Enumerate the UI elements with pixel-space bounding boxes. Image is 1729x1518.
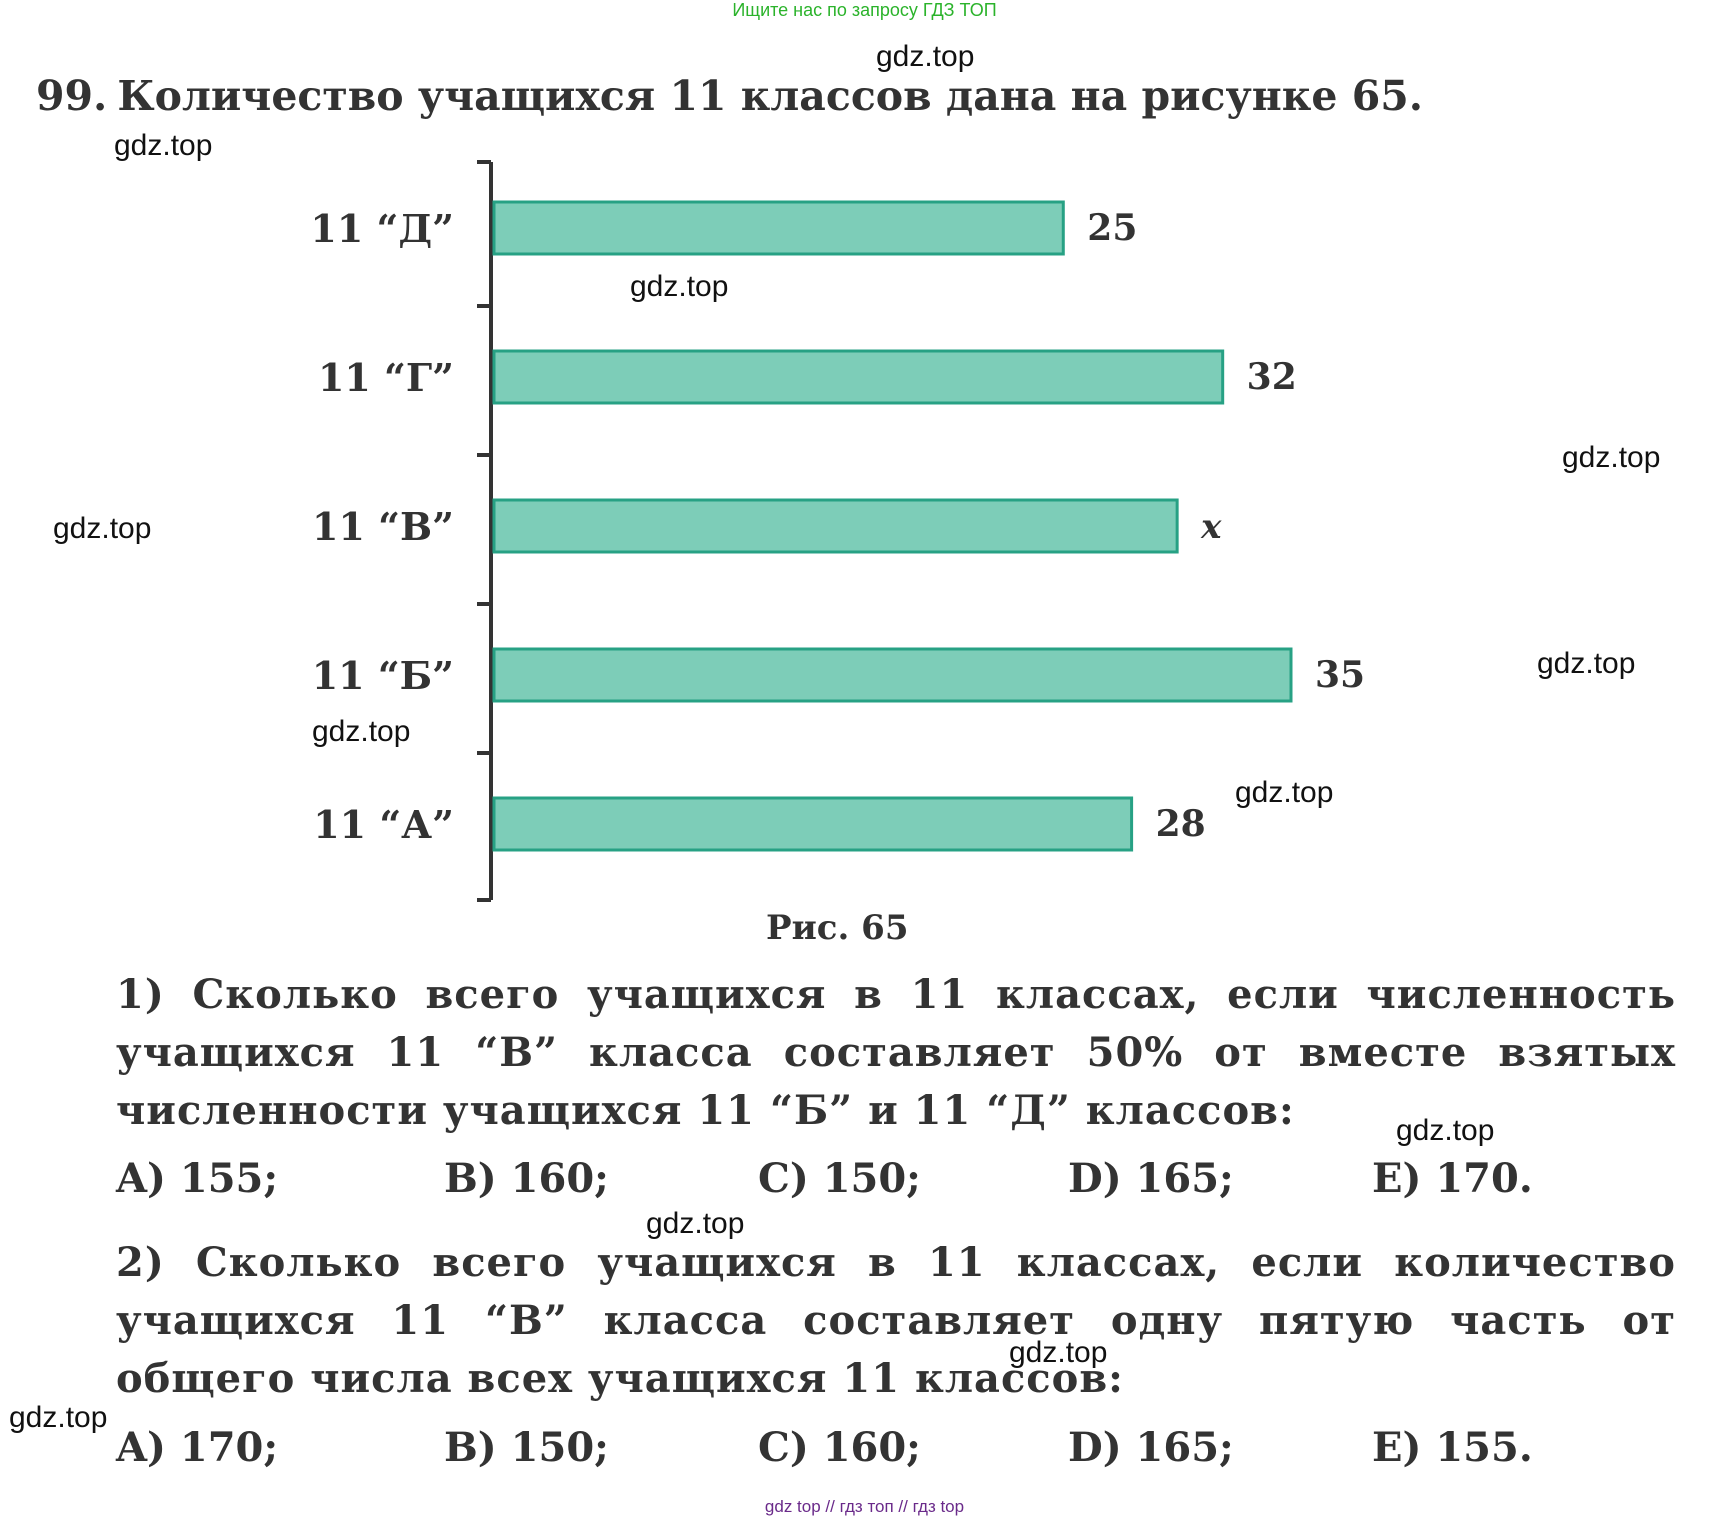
q1-option-e: E) 170.	[1372, 1155, 1533, 1202]
q1-option-c: C) 150;	[758, 1155, 921, 1202]
q1-option-d: D) 165;	[1068, 1155, 1234, 1202]
problem-text: Количество учащихся 11 классов дана на р…	[117, 72, 1424, 120]
category-label: 11 “Д”	[310, 206, 454, 251]
data-label: x	[1200, 507, 1222, 547]
bar	[492, 498, 1179, 554]
q1-option-a: A) 155;	[116, 1155, 279, 1202]
q2-option-b: B) 150;	[444, 1424, 609, 1471]
q2-option-a: A) 170;	[116, 1424, 279, 1471]
bar	[492, 200, 1065, 256]
q1-option-b: B) 160;	[444, 1155, 609, 1202]
watermark: gdz.top	[53, 512, 152, 545]
bar	[492, 796, 1134, 852]
watermark: gdz.top	[876, 40, 975, 73]
question-1-text: 1) Сколько всего учащихся в 11 классах, …	[116, 971, 1676, 1134]
data-label: 25	[1087, 207, 1137, 249]
category-label: 11 “В”	[312, 504, 454, 549]
problem-title: 99. Количество учащихся 11 классов дана н…	[36, 72, 1423, 120]
watermark: gdz.top	[630, 270, 729, 303]
bar	[492, 349, 1225, 405]
problem-number: 99.	[36, 72, 108, 120]
watermark: gdz.top	[1396, 1114, 1495, 1147]
top-note: Ищите нас по запросу ГДЗ ТОП	[732, 0, 997, 20]
watermark: gdz.top	[312, 715, 411, 748]
bar	[492, 647, 1293, 703]
data-label: 35	[1315, 654, 1365, 696]
category-label: 11 “А”	[313, 802, 454, 847]
watermark: gdz.top	[1537, 647, 1636, 680]
category-label: 11 “Г”	[318, 355, 454, 400]
data-label: 28	[1156, 803, 1206, 845]
footer-links: gdz top // гдз топ // гдз top	[764, 1497, 965, 1516]
figure-caption: Рис. 65	[766, 908, 909, 948]
q2-option-c: C) 160;	[758, 1424, 921, 1471]
watermark: gdz.top	[1562, 441, 1661, 474]
watermark: gdz.top	[9, 1401, 108, 1434]
q2-option-d: D) 165;	[1068, 1424, 1234, 1471]
question-2-text: 2) Сколько всего учащихся в 11 классах, …	[116, 1239, 1676, 1402]
watermark: gdz.top	[646, 1207, 745, 1240]
watermark: gdz.top	[114, 129, 213, 162]
watermark: gdz.top	[1009, 1336, 1108, 1369]
data-label: 32	[1247, 356, 1297, 398]
category-label: 11 “Б”	[312, 653, 454, 698]
watermark: gdz.top	[1235, 776, 1334, 809]
q2-option-e: E) 155.	[1372, 1424, 1533, 1471]
